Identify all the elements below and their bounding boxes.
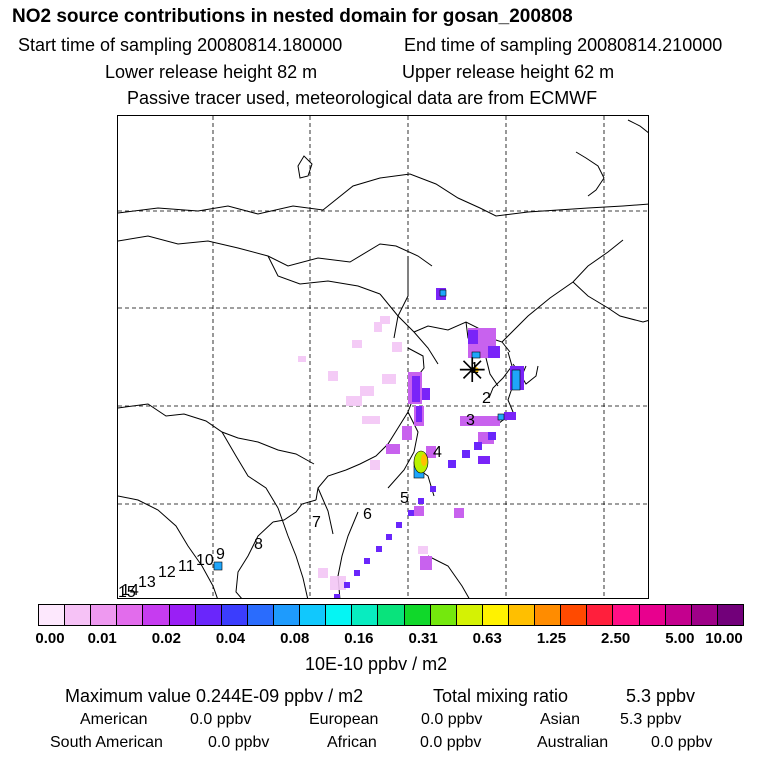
colorbar-tick-label: 0.04 <box>215 630 246 647</box>
peak-concentration-area <box>413 367 479 474</box>
european-value: 0.0 ppbv <box>421 711 483 728</box>
route-label-5: 5 <box>400 490 409 507</box>
route-label-14: 14 <box>121 582 139 599</box>
route-label-1: 1 <box>470 360 479 377</box>
african-label: African <box>327 734 377 751</box>
colorbar-segment <box>404 605 431 625</box>
route-label-10: 10 <box>196 552 214 569</box>
colorbar-segment <box>430 605 457 625</box>
colorbar-segment <box>326 605 353 625</box>
route-label-6: 6 <box>363 506 372 523</box>
start-time: Start time of sampling 20080814.180000 <box>18 35 343 55</box>
asian-label: Asian <box>540 711 581 728</box>
colorbar-tick-label: 0.01 <box>87 630 117 647</box>
colorbar-tick-label: 1.25 <box>536 630 567 647</box>
colorbar-segment <box>91 605 118 625</box>
lower-release-height: Lower release height 82 m <box>105 62 318 82</box>
graticule <box>118 116 648 598</box>
colorbar-segment <box>117 605 144 625</box>
colorbar-unit: 10E-10 ppbv / m2 <box>305 654 448 674</box>
colorbar-segment <box>639 605 666 625</box>
route-label-7: 7 <box>312 514 321 531</box>
colorbar-segment <box>195 605 222 625</box>
colorbar-segment <box>352 605 379 625</box>
colorbar-segment <box>143 605 170 625</box>
receptor-marker-icon: ✳ <box>458 352 487 390</box>
colorbar-segment <box>535 605 562 625</box>
concentration-field <box>213 288 524 598</box>
colorbar-segment <box>247 605 274 625</box>
australian-value: 0.0 ppbv <box>651 734 713 751</box>
colorbar-segment <box>65 605 92 625</box>
colorbar-ticks: 0.00 0.01 0.02 0.04 0.08 0.16 0.31 0.63 1.25 2.50… <box>0 630 768 650</box>
colorbar-segment <box>378 605 405 625</box>
maximum-value: Maximum value 0.244E-09 ppbv / m2 <box>65 686 364 706</box>
american-label: American <box>80 711 148 728</box>
route-label-9: 9 <box>216 546 225 563</box>
colorbar-tick-label: 0.02 <box>151 630 181 647</box>
colorbar-segment <box>456 605 483 625</box>
colorbar-tick-label: 10.00 <box>705 630 743 647</box>
colorbar-tick-label: 0.00 <box>35 630 65 647</box>
european-label: European <box>309 711 379 728</box>
route-label-15: 15 <box>118 584 136 599</box>
colorbar <box>38 604 744 626</box>
route-label-13: 13 <box>138 574 156 591</box>
end-time: End time of sampling 20080814.210000 <box>404 35 723 55</box>
route-label-8: 8 <box>254 536 263 553</box>
colorbar-tick-label: 5.00 <box>665 630 695 647</box>
colorbar-segment <box>717 605 743 625</box>
low-concentration-area <box>298 316 428 590</box>
plume-trail <box>334 432 496 598</box>
colorbar-tick-label: 0.63 <box>472 630 502 647</box>
south-american-label: South American <box>50 734 163 751</box>
figure-title: NO2 source contributions in nested domai… <box>12 6 573 27</box>
south-american-value: 0.0 ppbv <box>208 734 270 751</box>
african-value: 0.0 ppbv <box>420 734 482 751</box>
upper-release-height: Upper release height 62 m <box>402 62 615 82</box>
colorbar-segment <box>39 605 66 625</box>
colorbar-segment <box>482 605 509 625</box>
route-label-2: 2 <box>482 390 491 407</box>
colorbar-tick-label: 0.08 <box>280 630 310 647</box>
colorbar-tick-label: 2.50 <box>601 630 631 647</box>
total-mixing-ratio-label: Total mixing ratio <box>433 686 569 706</box>
coastlines <box>118 119 648 598</box>
colorbar-tick-label: 0.31 <box>408 630 438 647</box>
colorbar-segment <box>273 605 301 625</box>
route-label-12: 12 <box>158 564 176 581</box>
colorbar-segment <box>561 605 588 625</box>
map-canvas <box>118 116 648 598</box>
colorbar-segment <box>508 605 536 625</box>
colorbar-segment <box>169 605 196 625</box>
route-label-3: 3 <box>466 412 475 429</box>
colorbar-segment <box>587 605 614 625</box>
route-label-4: 4 <box>433 444 442 461</box>
tracer-note: Passive tracer used, meteorological data… <box>127 88 598 108</box>
colorbar-segment <box>613 605 640 625</box>
colorbar-segment <box>300 605 327 625</box>
colorbar-segment <box>221 605 248 625</box>
colorbar-segment <box>665 605 692 625</box>
map-panel: ✳ 1 2 3 4 5 6 7 8 9 10 11 12 13 14 15 <box>117 115 649 599</box>
american-value: 0.0 ppbv <box>190 711 252 728</box>
total-mixing-ratio-value: 5.3 ppbv <box>626 686 696 706</box>
australian-label: Australian <box>537 734 609 751</box>
asian-value: 5.3 ppbv <box>620 711 682 728</box>
route-label-11: 11 <box>178 558 195 575</box>
colorbar-tick-label: 0.16 <box>344 630 374 647</box>
colorbar-segment <box>691 605 718 625</box>
